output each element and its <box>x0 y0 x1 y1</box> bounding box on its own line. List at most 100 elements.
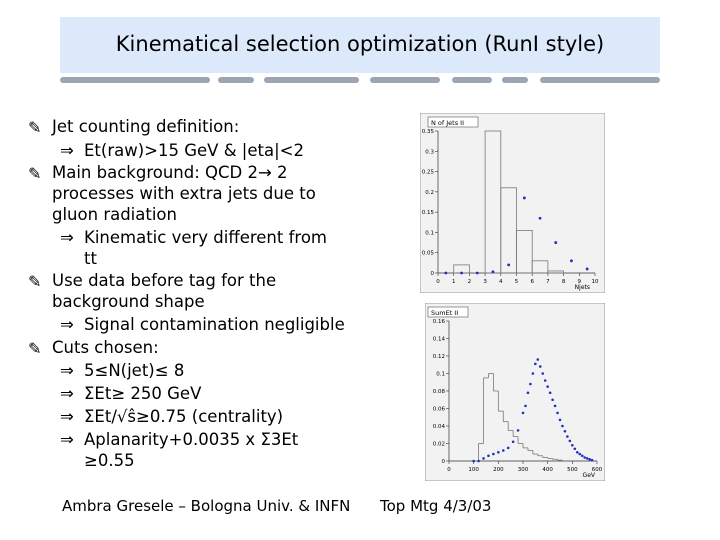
data-point <box>566 435 569 438</box>
data-point <box>556 411 559 415</box>
x-tick-label: 0 <box>447 467 451 473</box>
bullet-text: background shape <box>52 292 205 311</box>
sub-bullet: ⇒ Et(raw)>15 GeV & |eta|<2 <box>60 141 304 160</box>
data-point <box>588 457 591 461</box>
bullet-icon: ✎ <box>28 272 42 291</box>
separator-dash <box>264 77 359 83</box>
y-tick-label: 0.25 <box>422 170 435 176</box>
sub-bullet-text: ≥0.55 <box>84 451 135 470</box>
njets-plot: N of Jets II 0 1 2 3 4 5 6 7 8 9 10 0 0.05 0.1 0.15 0.2… <box>420 113 605 293</box>
x-tick-label: 0 <box>436 279 440 285</box>
sub-bullet-text: Signal contamination negligible <box>84 315 345 334</box>
data-point <box>472 459 475 463</box>
separator-dash <box>452 77 492 83</box>
data-point <box>546 385 549 388</box>
implies-icon: ⇒ <box>60 315 74 334</box>
x-tick-label: 3 <box>483 279 487 285</box>
sub-bullet: ⇒ Aplanarity+0.0035 x Σ3Et <box>60 430 298 449</box>
y-tick-label: 0.35 <box>422 129 435 135</box>
data-point <box>585 267 589 271</box>
data-point <box>501 449 505 452</box>
plot-title: SumEt II <box>431 309 458 317</box>
separator-dash <box>218 77 254 83</box>
x-tick-label: 500 <box>567 467 578 473</box>
data-point <box>538 365 542 368</box>
data-point <box>475 271 479 275</box>
sub-bullet-text: ΣEt≥ 250 GeV <box>84 384 202 403</box>
footer-meeting: Top Mtg 4/3/03 <box>380 497 492 515</box>
data-point <box>570 259 573 263</box>
y-tick-label: 0.1 <box>436 372 445 378</box>
y-tick-label: 0.08 <box>433 389 446 395</box>
slide-title: Kinematical selection optimization (RunI… <box>115 32 605 56</box>
bullet-text: Cuts chosen: <box>52 338 159 357</box>
x-tick-label: 4 <box>499 279 503 285</box>
plot-frame <box>420 113 605 293</box>
sub-bullet: ⇒ ΣEt/√ŝ≥0.75 (centrality) <box>60 407 283 426</box>
plot-title: N of Jets II <box>431 119 464 127</box>
data-point <box>482 457 485 460</box>
plot-title-box <box>427 306 469 318</box>
data-point <box>571 443 574 447</box>
bullet-text: processes with extra jets due to <box>52 184 316 203</box>
histogram-bar <box>547 270 565 274</box>
data-point <box>543 379 547 382</box>
data-point <box>575 450 579 454</box>
data-point <box>553 404 557 408</box>
x-axis-title: Njets <box>575 284 590 291</box>
y-tick-label: 0.2 <box>425 190 434 196</box>
data-point <box>497 450 500 454</box>
data-point <box>548 391 552 395</box>
implies-icon: ⇒ <box>60 141 74 160</box>
sub-bullet: ⇒ ΣEt≥ 250 GeV <box>60 384 201 403</box>
data-point <box>460 271 463 275</box>
sub-bullet: ⇒ Signal contamination negligible <box>60 315 345 334</box>
data-point <box>524 404 527 408</box>
data-point <box>529 382 532 386</box>
data-point <box>522 196 526 200</box>
bullet-text: gluon radiation <box>52 205 177 224</box>
y-tick-label: 0.02 <box>433 442 445 448</box>
y-tick-label: 0 <box>431 271 435 277</box>
y-tick-label: 0.14 <box>433 337 446 343</box>
data-point <box>491 270 495 274</box>
implies-icon: ⇒ <box>60 361 74 380</box>
sub-bullet: ⇒ Kinematic very different from <box>60 228 327 247</box>
y-tick-label: 0.1 <box>425 230 434 236</box>
y-tick-label: 0.06 <box>433 407 446 413</box>
x-tick-label: 600 <box>592 467 603 473</box>
data-point <box>487 454 490 458</box>
data-point <box>536 358 540 361</box>
x-tick-label: 10 <box>592 279 599 285</box>
bullet-text: Jet counting definition: <box>52 117 240 136</box>
data-point <box>521 411 525 415</box>
plot-frame <box>425 303 605 481</box>
y-tick-label: 0.16 <box>433 319 446 325</box>
separator-dash <box>60 77 210 83</box>
data-point <box>526 391 530 395</box>
y-tick-label: 0 <box>442 459 446 465</box>
x-tick-label: 400 <box>542 467 553 473</box>
histogram-bar <box>516 230 533 274</box>
y-tick-label: 0.12 <box>433 354 445 360</box>
bullet-icon: ✎ <box>28 164 42 183</box>
separator-dash <box>540 77 660 83</box>
y-tick-label: 0.05 <box>422 251 435 257</box>
data-point <box>534 362 537 366</box>
data-point <box>492 452 495 456</box>
data-point <box>561 424 564 428</box>
data-point <box>516 429 520 432</box>
bullet-icon: ✎ <box>28 339 42 358</box>
x-tick-label: 200 <box>493 467 504 473</box>
data-point <box>538 216 542 220</box>
plot-title-box <box>427 116 479 128</box>
data-point <box>583 456 586 459</box>
data-point <box>568 439 572 443</box>
bullet-icon: ✎ <box>28 118 42 137</box>
data-point <box>558 418 562 422</box>
sub-bullet-text: tt <box>84 249 97 268</box>
implies-icon: ⇒ <box>60 384 74 403</box>
separator-dash <box>370 77 440 83</box>
data-point <box>580 454 584 458</box>
bullet-text: Use data before tag for the <box>52 271 277 290</box>
